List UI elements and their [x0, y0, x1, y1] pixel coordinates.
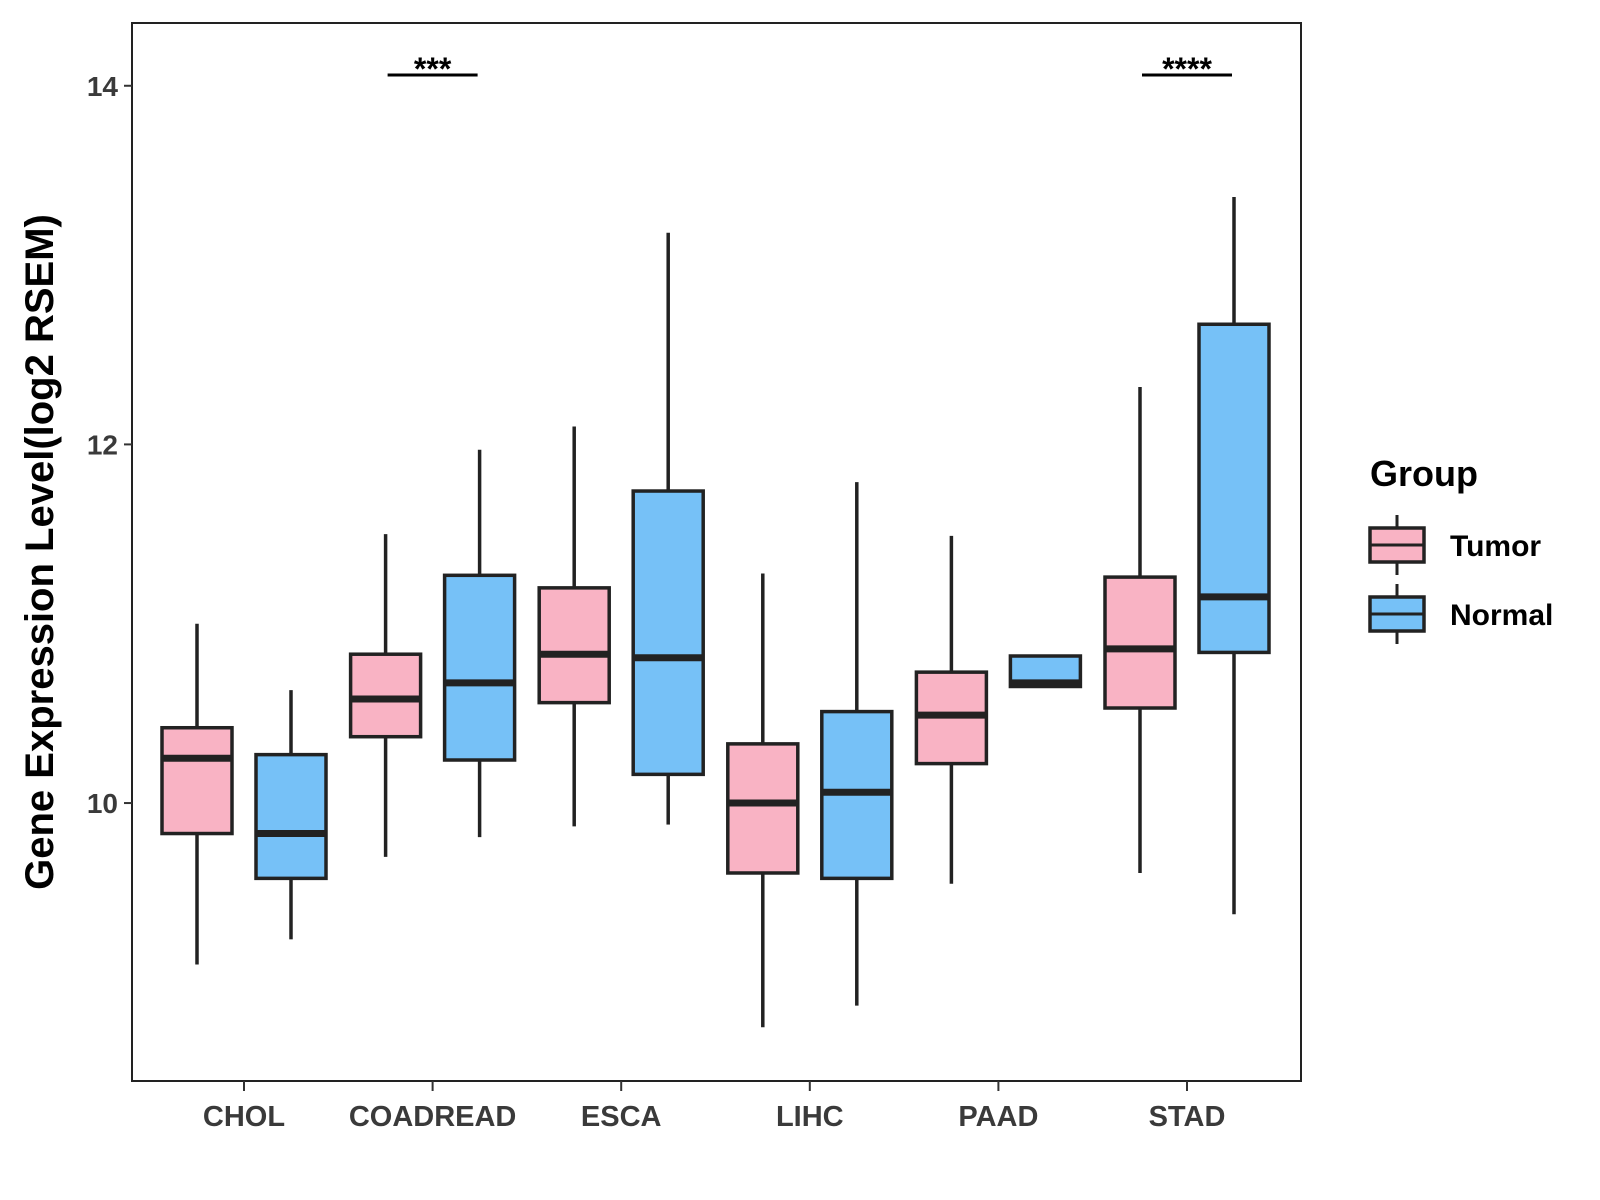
box-body [254, 752, 328, 881]
legend-title: Group [1370, 453, 1478, 494]
box-esca-tumor [537, 426, 611, 827]
box-coadread-normal [442, 449, 517, 838]
significance-label: *** [414, 51, 452, 87]
box-coadread-tumor [348, 534, 423, 857]
x-tick-label-stad: STAD [1149, 1101, 1226, 1133]
y-axis-title: Gene Expression Level(log2 RSEM) [18, 214, 62, 890]
box-body [1103, 575, 1177, 710]
significance-stad: **** [1142, 51, 1232, 87]
box-stad-tumor [1103, 387, 1177, 873]
box-paad-normal [1008, 654, 1083, 689]
x-tick-label-coadread: COADREAD [349, 1101, 517, 1133]
box-lihc-tumor [726, 573, 800, 1028]
box-body [631, 489, 705, 777]
box-lihc-normal [820, 482, 894, 1006]
x-tick-label-esca: ESCA [581, 1101, 662, 1133]
box-body [1197, 322, 1271, 655]
y-tick-label: 10 [87, 788, 118, 819]
y-axis: 10 12 14 [87, 71, 132, 819]
box-chol-normal [254, 690, 328, 940]
legend: Group Tumor Normal [1368, 453, 1553, 644]
box-paad-tumor [914, 535, 989, 884]
boxes-layer [160, 196, 1271, 1028]
box-stad-normal [1197, 196, 1271, 915]
y-tick-label: 12 [87, 429, 118, 460]
legend-label-normal: Normal [1450, 599, 1553, 632]
legend-label-tumor: Tumor [1450, 530, 1541, 563]
box-body [348, 652, 423, 739]
plot-panel [131, 22, 1302, 1082]
box-body [442, 573, 517, 762]
x-tick-label-paad: PAAD [958, 1101, 1038, 1133]
legend-items: Tumor Normal [1368, 515, 1553, 644]
box-body [160, 725, 234, 836]
x-tick-label-chol: CHOL [203, 1101, 285, 1133]
significance-coadread: *** [387, 51, 478, 87]
significance-annotations: *** **** [387, 51, 1232, 87]
box-body [537, 586, 611, 705]
significance-label: **** [1162, 51, 1212, 87]
x-axis: CHOL COADREAD ESCA LIHC PAAD STAD [203, 1081, 1225, 1133]
box-body [726, 742, 800, 875]
x-tick-label-lihc: LIHC [776, 1101, 844, 1133]
y-tick-label: 14 [87, 71, 119, 102]
legend-item-normal: Normal [1368, 584, 1553, 644]
box-chol-tumor [160, 623, 234, 965]
box-esca-normal [631, 232, 705, 825]
legend-item-tumor: Tumor [1368, 515, 1541, 575]
